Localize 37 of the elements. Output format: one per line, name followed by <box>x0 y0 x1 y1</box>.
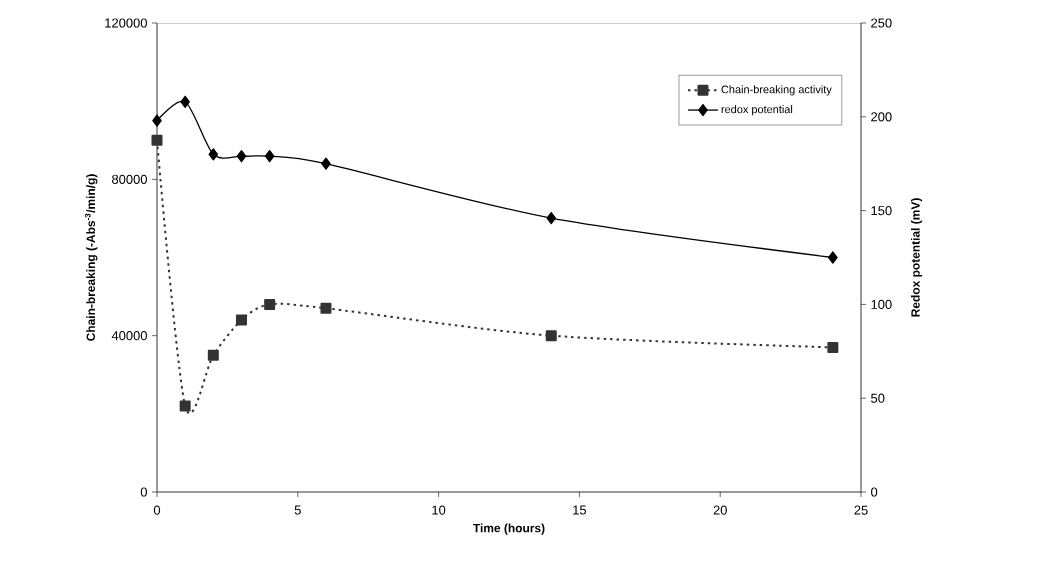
y2-tick-label: 200 <box>871 112 892 122</box>
y-tick-label: 0 <box>140 487 147 497</box>
x-tick-label: 5 <box>294 505 301 515</box>
legend-label: redox potential <box>721 105 793 116</box>
point <box>264 150 275 163</box>
x-tick-label: 15 <box>573 505 587 515</box>
point <box>264 298 276 310</box>
legend-label: Chain-breaking activity <box>721 85 832 96</box>
y2-tick-label: 250 <box>871 18 892 28</box>
point <box>827 341 839 353</box>
y2-axis-title: Redox potential (mV) <box>910 198 923 317</box>
point <box>546 211 557 225</box>
point <box>828 251 838 264</box>
y2-tick-label: 150 <box>871 206 892 216</box>
point <box>545 330 557 342</box>
y2-tick-label: 100 <box>871 299 892 309</box>
point <box>152 114 162 127</box>
point <box>236 150 247 163</box>
point <box>235 314 247 326</box>
point <box>321 157 331 170</box>
point <box>207 349 219 361</box>
point <box>320 302 332 314</box>
x-tick-label: 10 <box>432 505 446 515</box>
y-tick-label: 120000 <box>105 18 147 28</box>
y2-tick-label: 50 <box>871 393 885 403</box>
point <box>180 95 190 108</box>
y-tick-label: 80000 <box>112 174 147 184</box>
x-tick-label: 20 <box>713 505 727 515</box>
y-tick-label: 40000 <box>111 331 147 341</box>
point <box>208 148 219 161</box>
x-tick-label: 0 <box>153 505 161 515</box>
x-axis-title: Time (hours) <box>473 523 545 535</box>
point <box>151 134 163 146</box>
point <box>179 400 191 412</box>
x-tick-label: 25 <box>854 505 868 515</box>
y-axis-title: Chain-breaking (-Abs$^{-3}$/min/g) <box>85 174 98 341</box>
y2-tick-label: 0 <box>871 487 878 497</box>
